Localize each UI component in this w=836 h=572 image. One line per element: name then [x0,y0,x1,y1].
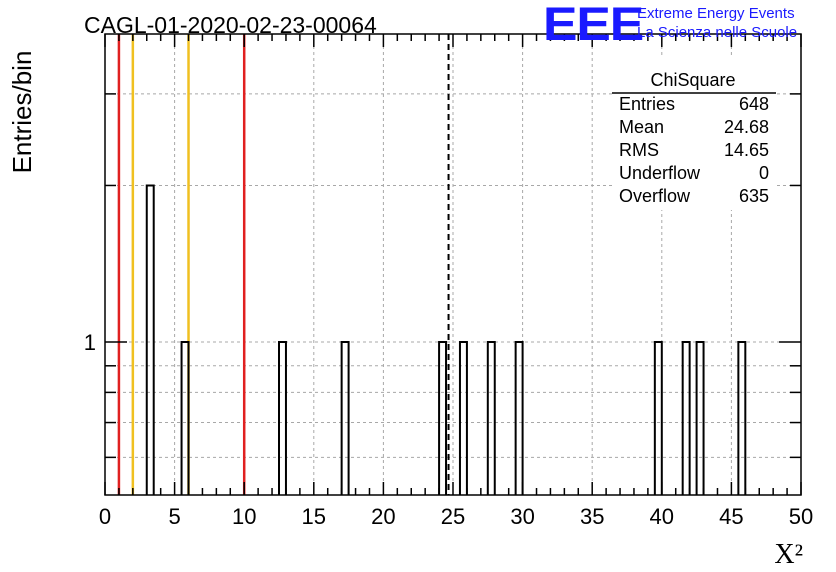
x-tick-label: 25 [441,504,465,529]
reference-lines [117,34,450,495]
histogram-bar [695,341,705,495]
x-tick-label: 20 [371,504,395,529]
stats-row-label: RMS [619,140,659,160]
stats-box: ChiSquare Entries 648 Mean 24.68 RMS 14.65 Und… [612,58,776,210]
x-tick-label: 10 [232,504,256,529]
histogram-bars [145,184,747,495]
histogram-bar [458,341,468,495]
histogram-bar [514,341,524,495]
eee-logo-mark: EEE [543,0,644,50]
axes: 0 5 10 15 20 25 30 35 40 45 50 1 [84,33,813,529]
stats-row-label: Underflow [619,163,701,183]
histogram-bar [737,341,747,495]
stats-rows: Entries 648 Mean 24.68 RMS 14.65 Underflow 0 Ove… [619,94,769,206]
x-tick-label: 30 [510,504,534,529]
x-tick-label: 40 [650,504,674,529]
histogram-bar [145,184,155,495]
stats-row-label: Mean [619,117,664,137]
x-tick-label: 15 [302,504,326,529]
stats-row-value: 648 [739,94,769,114]
histogram-bar [681,341,691,495]
eee-logo-line1: Extreme Energy Events [637,5,795,22]
stats-box-background [612,58,776,210]
histogram-bar [653,341,663,495]
eee-logo: EEE Extreme Energy Events La Scienza nel… [543,0,833,50]
stats-title: ChiSquare [650,70,735,90]
histogram-bar [278,341,287,495]
stats-row-value: 635 [739,186,769,206]
chart-title: CAGL-01-2020-02-23-00064 [84,12,377,38]
histogram-bar [180,341,190,495]
histogram-bar [340,341,350,495]
stats-row-value: 0 [759,163,769,183]
y-axis-label: Entries/bin [7,51,37,174]
x-axis-label: X² [774,539,803,570]
x-tick-label: 50 [789,504,813,529]
x-tick-label: 35 [580,504,604,529]
histogram-bar [438,341,448,495]
stats-row-label: Entries [619,94,675,114]
stats-row-value: 24.68 [724,117,769,137]
stats-row-label: Overflow [619,186,691,206]
x-tick-label: 5 [168,504,180,529]
eee-logo-line2: La Scienza nelle Scuole [637,24,798,41]
stats-row-value: 14.65 [724,140,769,160]
x-tick-label: 0 [99,504,111,529]
y-tick-label: 1 [84,330,96,355]
histogram-bar [486,341,496,495]
x-tick-label: 45 [719,504,743,529]
